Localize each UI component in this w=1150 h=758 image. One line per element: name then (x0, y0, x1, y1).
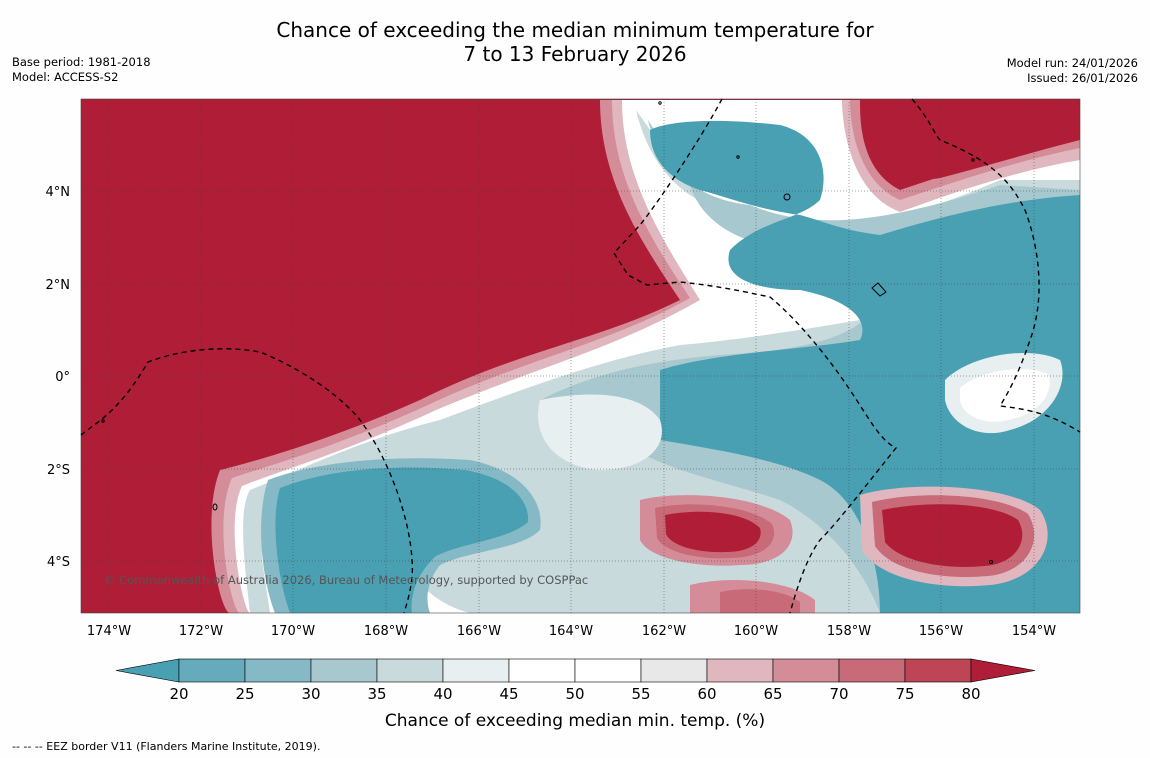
lat-label: 0° (55, 370, 70, 385)
colorbar-bin (244, 658, 312, 683)
colorbar-tick-label: 65 (763, 685, 782, 703)
lon-label: 166°W (457, 624, 501, 639)
colorbar-tick-label: 80 (961, 685, 980, 703)
colorbar-bin (376, 658, 444, 683)
lon-label: 156°W (919, 624, 963, 639)
colorbar-bin (574, 658, 642, 683)
issued-date: Issued: 26/01/2026 (1027, 71, 1138, 85)
colorbar-tick-label: 55 (631, 685, 650, 703)
model-name: Model: ACCESS-S2 (12, 70, 119, 84)
colorbar-bin (310, 658, 378, 683)
lat-label: 4°S (47, 555, 70, 570)
meta-left: Base period: 1981-2018 Model: ACCESS-S2 (12, 55, 151, 85)
lon-label: 160°W (734, 624, 778, 639)
lat-label: 4°N (46, 185, 71, 200)
colorbar-tick-label: 60 (697, 685, 716, 703)
meta-right: Model run: 24/01/2026 Issued: 26/01/2026 (1007, 56, 1138, 86)
colorbar-tick-label: 45 (499, 685, 518, 703)
eez-borders (80, 98, 1081, 614)
lat-label: 2°N (46, 278, 71, 293)
colorbar-tick-label: 20 (169, 685, 188, 703)
colorbar: 20 25 30 35 40 45 50 55 60 65 70 75 80 (115, 658, 1036, 703)
latitude-labels: 4°N 2°N 0° 2°S 4°S (46, 185, 71, 570)
lat-label: 2°S (47, 463, 70, 478)
colorbar-tick-label: 75 (895, 685, 914, 703)
base-period: Base period: 1981-2018 (12, 55, 151, 69)
colorbar-bin (178, 658, 246, 683)
colorbar-min-extension (115, 658, 180, 683)
colorbar-bin (508, 658, 576, 683)
lon-label: 174°W (87, 624, 131, 639)
colorbar-tick-label: 35 (367, 685, 386, 703)
lon-label: 170°W (271, 624, 315, 639)
map-title: Chance of exceeding the median minimum t… (0, 18, 1150, 66)
copyright-text: © Commonwealth of Australia 2026, Bureau… (104, 573, 588, 587)
lon-label: 158°W (827, 624, 871, 639)
colorbar-max-extension (970, 658, 1036, 683)
colorbar-tick-label: 25 (235, 685, 254, 703)
colorbar-tick-label: 50 (565, 685, 584, 703)
colorbar-tick-label: 30 (301, 685, 320, 703)
colorbar-bin (442, 658, 510, 683)
lon-label: 164°W (549, 624, 593, 639)
eez-footnote: -- -- -- EEZ border V11 (Flanders Marine… (12, 740, 321, 753)
lon-label: 162°W (642, 624, 686, 639)
map-title-line2: 7 to 13 February 2026 (463, 42, 687, 66)
colorbar-bin (904, 658, 972, 683)
islands (101, 101, 993, 564)
colorbar-bin (772, 658, 840, 683)
probability-field (81, 99, 1080, 613)
lon-label: 172°W (179, 624, 223, 639)
colorbar-bin (640, 658, 708, 683)
colorbar-bin (838, 658, 906, 683)
longitude-labels: 174°W 172°W 170°W 168°W 166°W 164°W 162°W 160°W… (87, 624, 1056, 639)
colorbar-tick-label: 40 (433, 685, 452, 703)
model-run: Model run: 24/01/2026 (1006, 56, 1138, 70)
lon-label: 168°W (364, 624, 408, 639)
lon-label: 154°W (1012, 624, 1056, 639)
colorbar-bin (706, 658, 774, 683)
colorbar-tick-label: 70 (829, 685, 848, 703)
colorbar-title: Chance of exceeding median min. temp. (%… (385, 711, 765, 731)
map-title-line1: Chance of exceeding the median minimum t… (276, 18, 874, 42)
